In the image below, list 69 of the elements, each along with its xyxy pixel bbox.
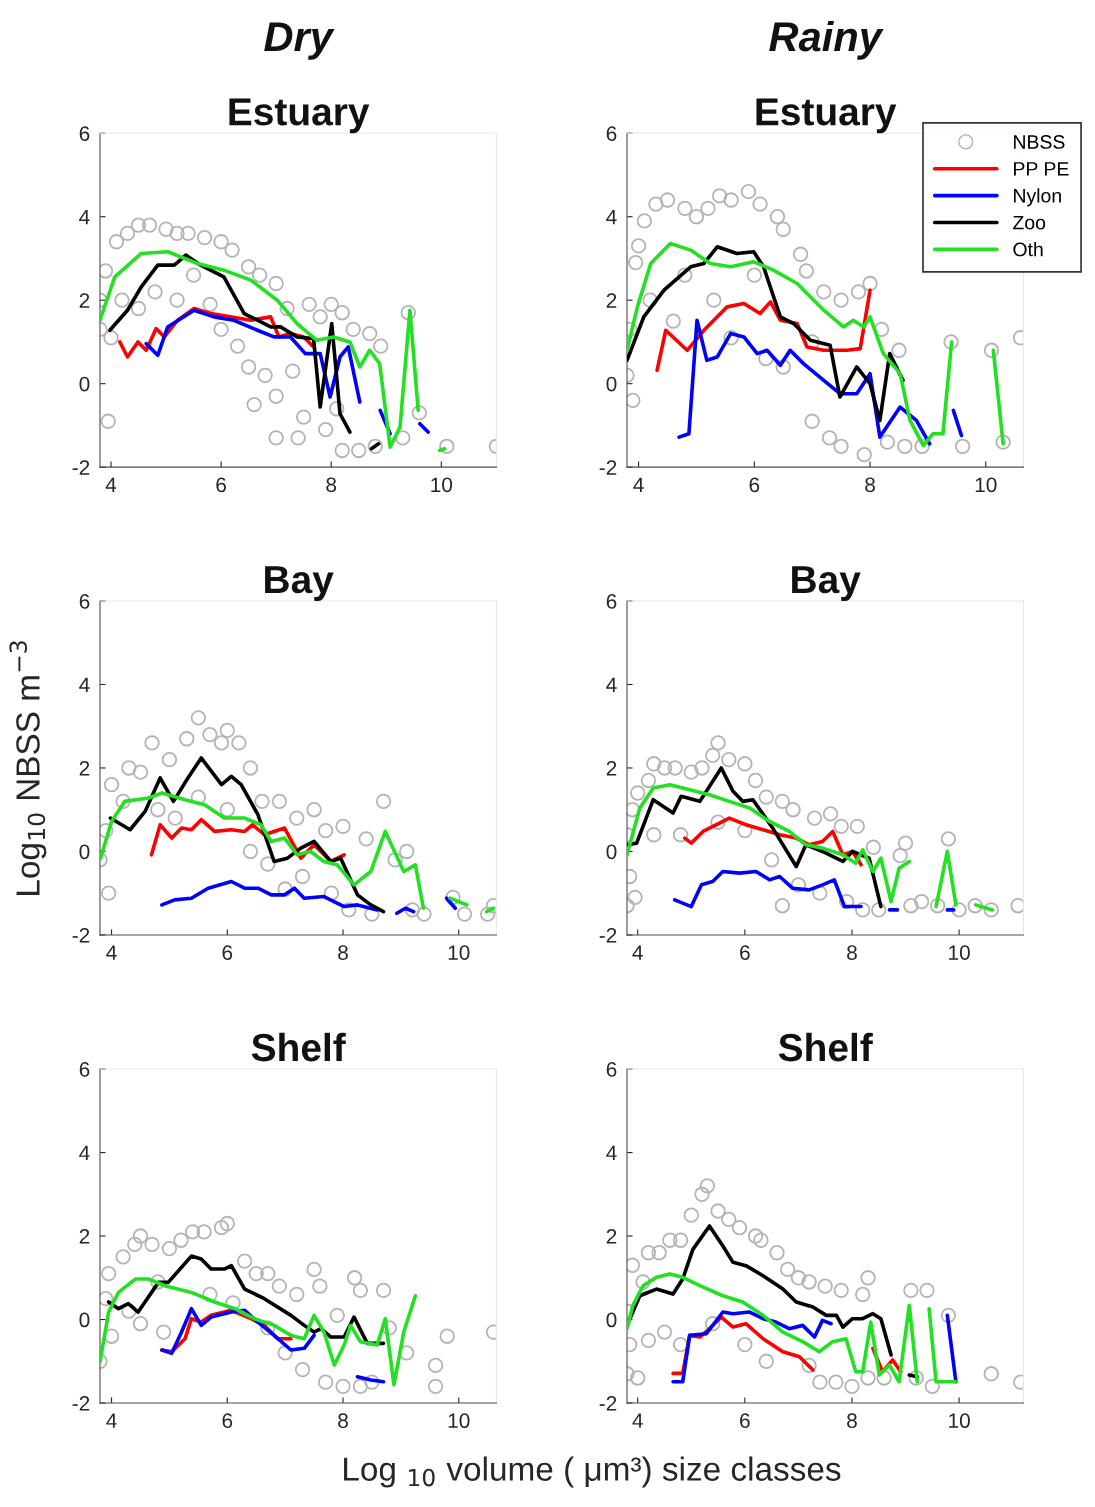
y-tick-label: 6 [79,126,90,141]
x-tick-label: 4 [105,477,117,492]
y-tick-label: 4 [79,209,90,225]
y-tick-label: 4 [79,677,90,693]
x-tick-label: 4 [632,945,643,960]
x-tick-label: 6 [216,477,226,493]
x-tick-label: 10 [975,477,997,493]
x-tick-label: 8 [326,477,337,493]
y-tick-label: 4 [606,209,617,225]
y-tick-label: 2 [606,1229,617,1244]
y-tick-label: 2 [606,760,617,776]
x-tick-label: 8 [847,1413,857,1429]
y-tick-label: 0 [606,376,617,392]
x-tick-label: 8 [847,945,857,960]
chart-title: Estuary [756,98,897,134]
x-tick-label: 4 [106,1413,117,1428]
y-tick-label: -2 [599,460,617,475]
legend-label: PP PE [1014,162,1069,176]
x-tick-label: 6 [740,1413,750,1429]
y-tick-label: 0 [606,1312,617,1328]
y-tick-label: 0 [79,1312,90,1328]
y-tick-label: -2 [72,927,90,943]
y-tick-label: 2 [606,293,617,308]
x-tick-label: 10 [949,945,970,960]
y-tick-label: 0 [79,844,90,860]
chart-title: Bay [265,566,334,601]
x-tick-label: 10 [448,945,470,960]
x-axis-title: Log $_{10}$ volume ( μm³) size classes [344,1456,841,1488]
x-tick-label: 8 [338,1413,348,1429]
x-tick-label: 10 [448,1413,470,1429]
y-tick-label: 2 [79,760,90,776]
y-tick-label: 6 [606,126,617,141]
y-tick-label: 0 [79,376,90,392]
y-tick-label: -2 [72,1396,90,1411]
chart-title: Bay [792,566,861,601]
y-tick-label: 4 [606,1145,617,1161]
legend-label: Zoo [1013,215,1046,230]
y-tick-label: 2 [79,1229,90,1244]
x-tick-label: 6 [749,477,760,493]
y-tick-label: -2 [599,1396,617,1411]
x-tick-label: 4 [633,477,644,492]
legend-label: NBSS [1014,135,1065,149]
chart-title: Shelf [251,1032,346,1062]
y-tick-label: 4 [606,677,617,693]
chart-title: Estuary [229,98,370,134]
x-tick-label: 6 [222,945,233,960]
x-tick-label: 8 [338,945,348,960]
y-tick-label: 4 [79,1145,90,1161]
chart-subtitle: Rainy [769,20,884,60]
y-tick-label: -2 [72,460,90,475]
chart-title: Shelf [778,1032,873,1062]
x-tick-label: 10 [949,1413,970,1429]
y-tick-label: -2 [599,927,617,943]
y-axis-title: Log$_{10}$ NBSS m$^{−3}$ [9,641,47,895]
x-tick-label: 10 [431,477,453,493]
x-tick-label: 4 [632,1413,643,1428]
y-tick-label: 6 [79,593,90,609]
legend-label: Oth [1013,242,1043,257]
x-tick-label: 6 [740,945,750,960]
legend-label: Nylon [1014,188,1061,207]
y-tick-label: 2 [79,293,90,308]
y-tick-label: 0 [606,844,617,860]
y-tick-label: 6 [79,1062,90,1077]
y-tick-label: 6 [606,593,617,609]
chart-subtitle: Dry [264,22,335,60]
x-tick-label: 8 [865,477,875,493]
x-tick-label: 6 [222,1413,233,1429]
y-tick-label: 6 [606,1062,617,1077]
x-tick-label: 4 [106,945,117,960]
